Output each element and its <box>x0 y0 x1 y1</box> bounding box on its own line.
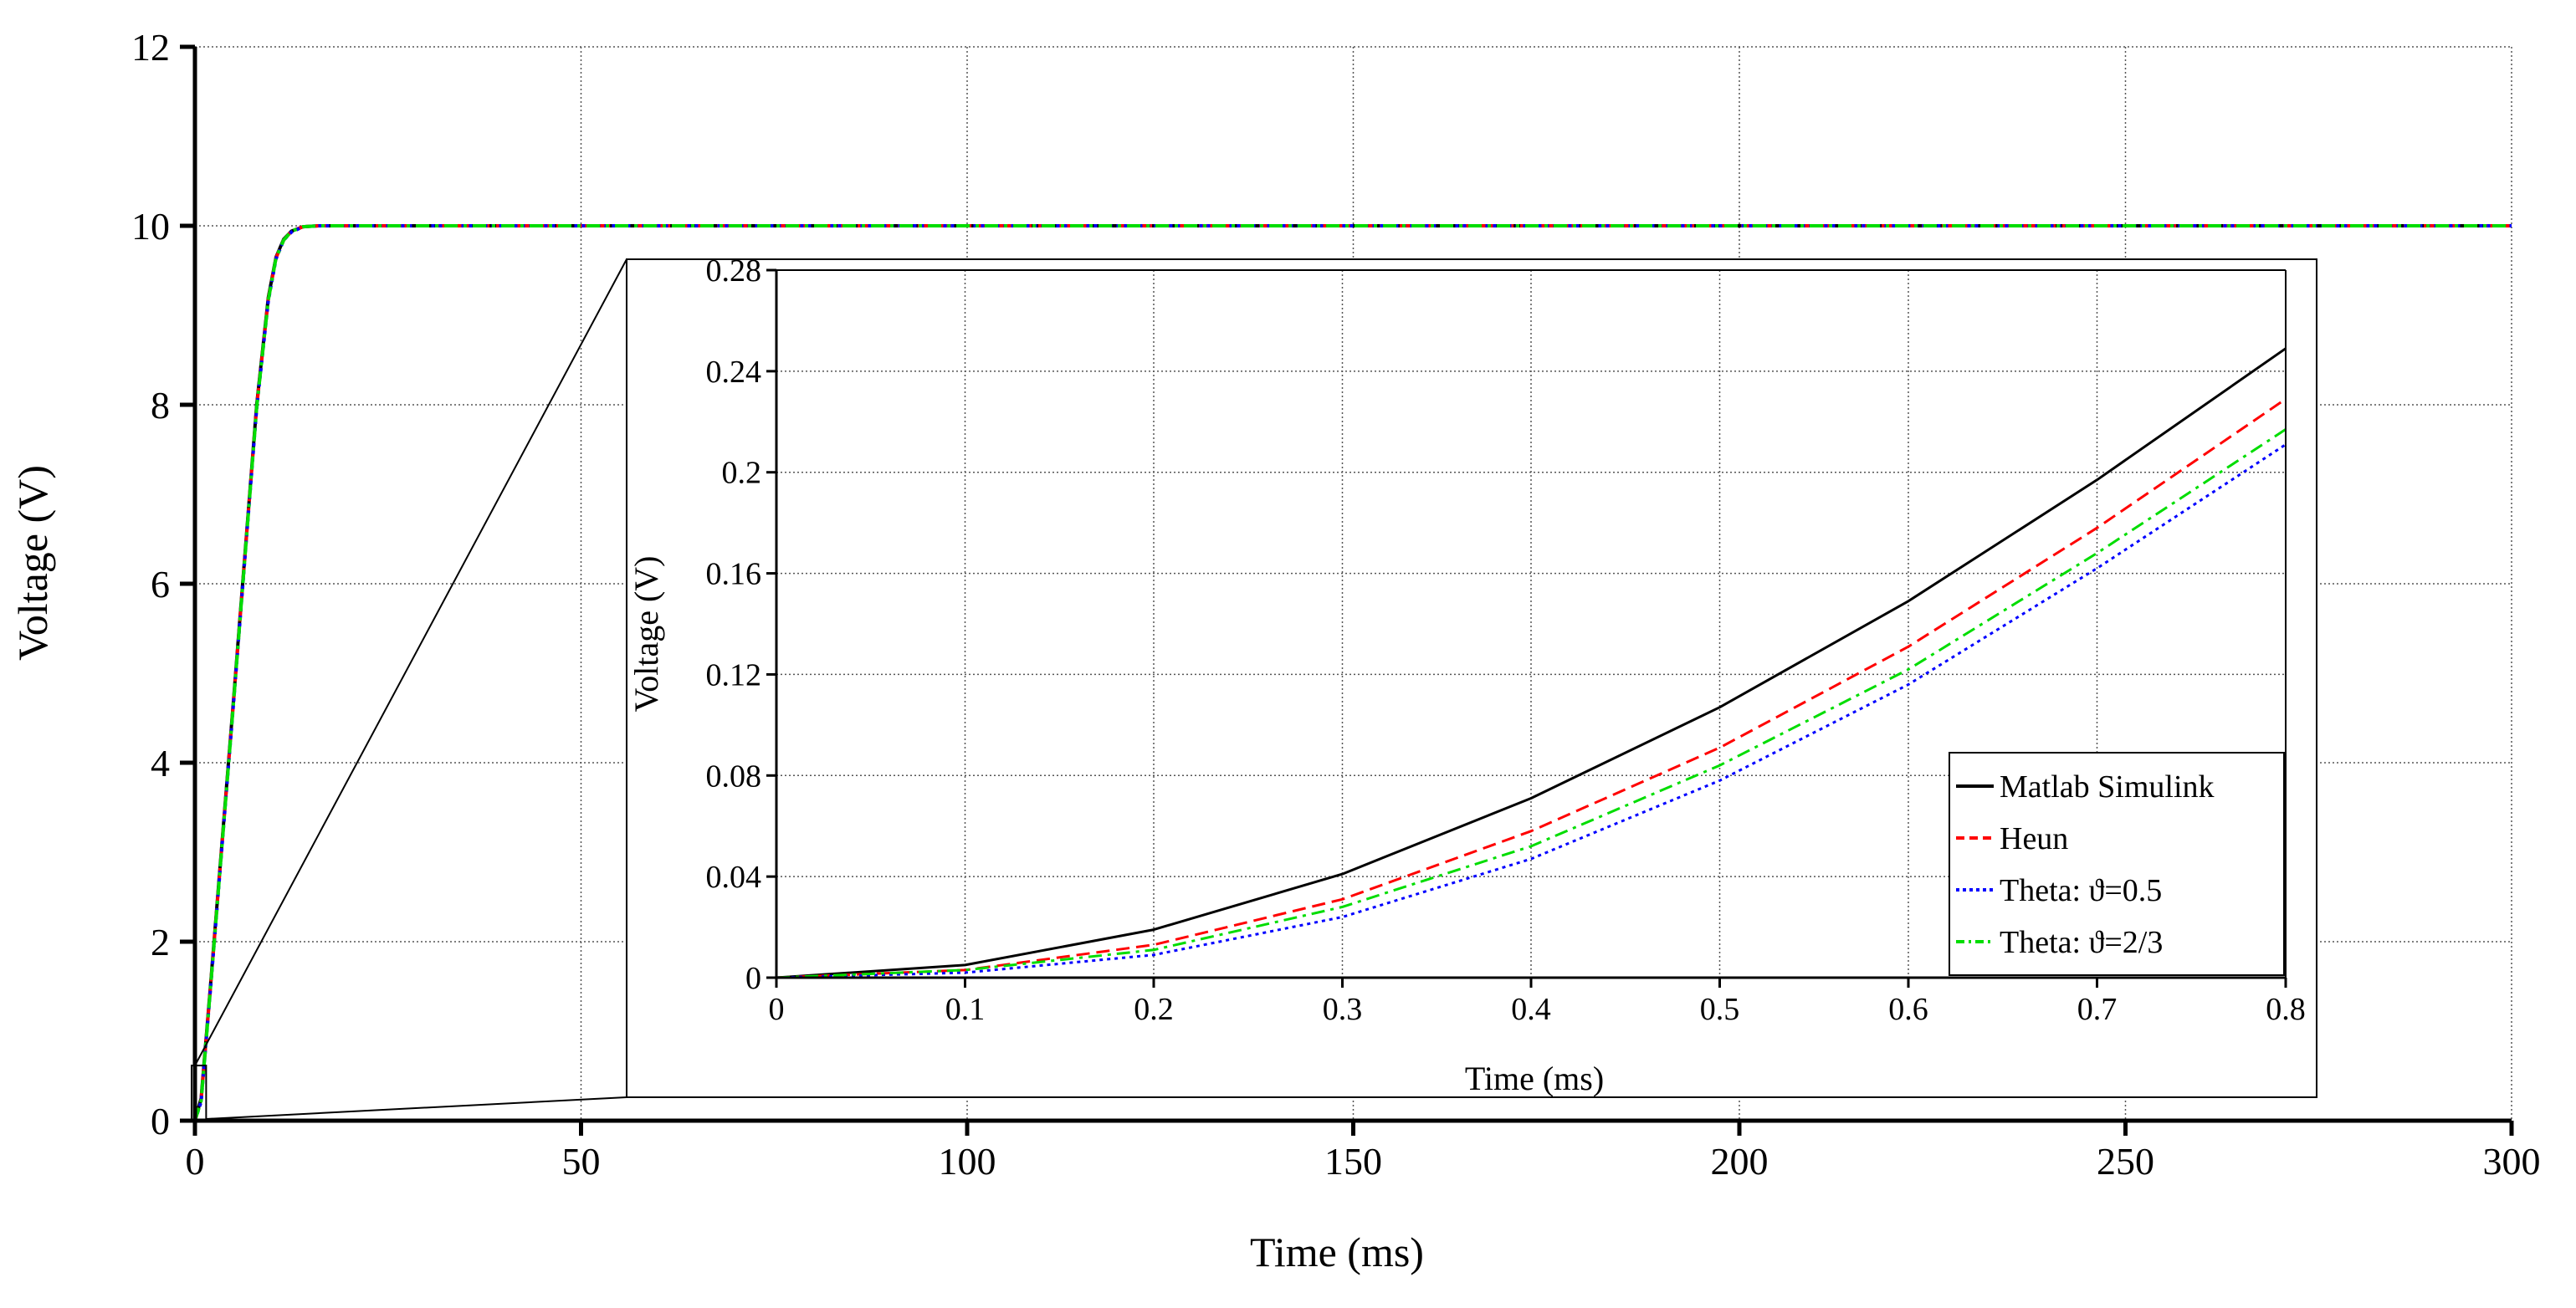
main-y-tick-label: 4 <box>151 742 170 784</box>
inset-y-tick-label: 0 <box>745 961 761 996</box>
legend-box <box>1949 752 2285 976</box>
legend-label-matlab-simulink: Matlab Simulink <box>2000 769 2215 805</box>
inset-series-group <box>776 347 2287 979</box>
main-x-tick-label: 250 <box>2097 1140 2154 1183</box>
inset-y-axis-title: Voltage (V) <box>627 556 665 713</box>
main-x-axis-title: Time (ms) <box>1250 1229 1424 1275</box>
main-x-tick-label: 300 <box>2483 1140 2541 1183</box>
zoom-connector-lines <box>191 258 627 1122</box>
inset-y-tick-label: 0.28 <box>706 253 762 289</box>
inset-series-matlab-simulink <box>776 347 2287 979</box>
inset-x-tick-label: 0.2 <box>1134 992 1174 1027</box>
inset-tick-labels: 0 0.1 0.2 0.3 0.4 0.5 0.6 0.7 0.8 0 0.04 0.08 0.12 0.… <box>706 253 2306 1027</box>
legend-items: Matlab Simulink Heun Theta: ϑ=0.5 Theta: ϑ=… <box>1956 769 2215 960</box>
main-y-tick-label: 10 <box>131 205 170 248</box>
inset-x-tick-label: 0.6 <box>1888 992 1928 1027</box>
inset-y-tick-label: 0.08 <box>706 759 762 794</box>
zoom-region-marker <box>191 1065 207 1122</box>
inset-x-tick-label: 0.1 <box>945 992 986 1027</box>
zoom-connector-lower <box>206 1096 627 1120</box>
main-series-group <box>193 224 2512 1122</box>
main-x-tick-label: 150 <box>1324 1140 1382 1183</box>
inset-y-tick-label: 0.16 <box>706 557 762 592</box>
inset-y-tick-label: 0.24 <box>706 355 762 390</box>
zoom-connector-upper <box>194 258 627 1066</box>
inset-axes <box>766 268 2287 988</box>
main-x-tick-label: 0 <box>186 1140 205 1183</box>
inset-x-tick-label: 0.3 <box>1323 992 1363 1027</box>
legend-label-heun: Heun <box>2000 821 2068 856</box>
main-y-tick-label: 0 <box>151 1100 170 1142</box>
inset-x-tick-label: 0.4 <box>1511 992 1551 1027</box>
legend-label-theta-2-3: Theta: ϑ=2/3 <box>2000 925 2163 960</box>
main-y-tick-label: 12 <box>131 26 170 69</box>
inset-series-theta-0-5 <box>776 443 2287 979</box>
inset-series-theta-2-3 <box>776 428 2287 979</box>
inset-y-tick-label: 0.12 <box>706 657 762 692</box>
inset-x-tick-label: 0.7 <box>2077 992 2118 1027</box>
main-y-tick-label: 8 <box>151 384 170 427</box>
inset-series-heun <box>776 397 2287 979</box>
main-y-axis-title: Voltage (V) <box>9 465 56 661</box>
inset-x-tick-label: 0 <box>769 992 785 1027</box>
inset-y-tick-label: 0.2 <box>722 456 762 491</box>
main-x-tick-label: 50 <box>562 1140 601 1183</box>
inset-x-axis-title: Time (ms) <box>1465 1060 1604 1097</box>
inset-x-tick-label: 0.5 <box>1700 992 1740 1027</box>
legend-label-theta-0-5: Theta: ϑ=0.5 <box>2000 873 2162 908</box>
main-x-tick-label: 200 <box>1711 1140 1769 1183</box>
main-y-tick-label: 6 <box>151 563 170 605</box>
main-axes <box>180 44 2514 1136</box>
main-x-tick-label: 100 <box>939 1140 996 1183</box>
inset-x-tick-label: 0.8 <box>2266 992 2306 1027</box>
main-tick-labels: 0 50 100 150 200 250 300 0 2 4 6 8 10 12 <box>131 26 2541 1183</box>
inset-y-tick-label: 0.04 <box>706 860 762 895</box>
main-y-tick-label: 2 <box>151 921 170 963</box>
inset-legend: Matlab Simulink Heun Theta: ϑ=0.5 Theta: ϑ=… <box>1949 752 2285 976</box>
